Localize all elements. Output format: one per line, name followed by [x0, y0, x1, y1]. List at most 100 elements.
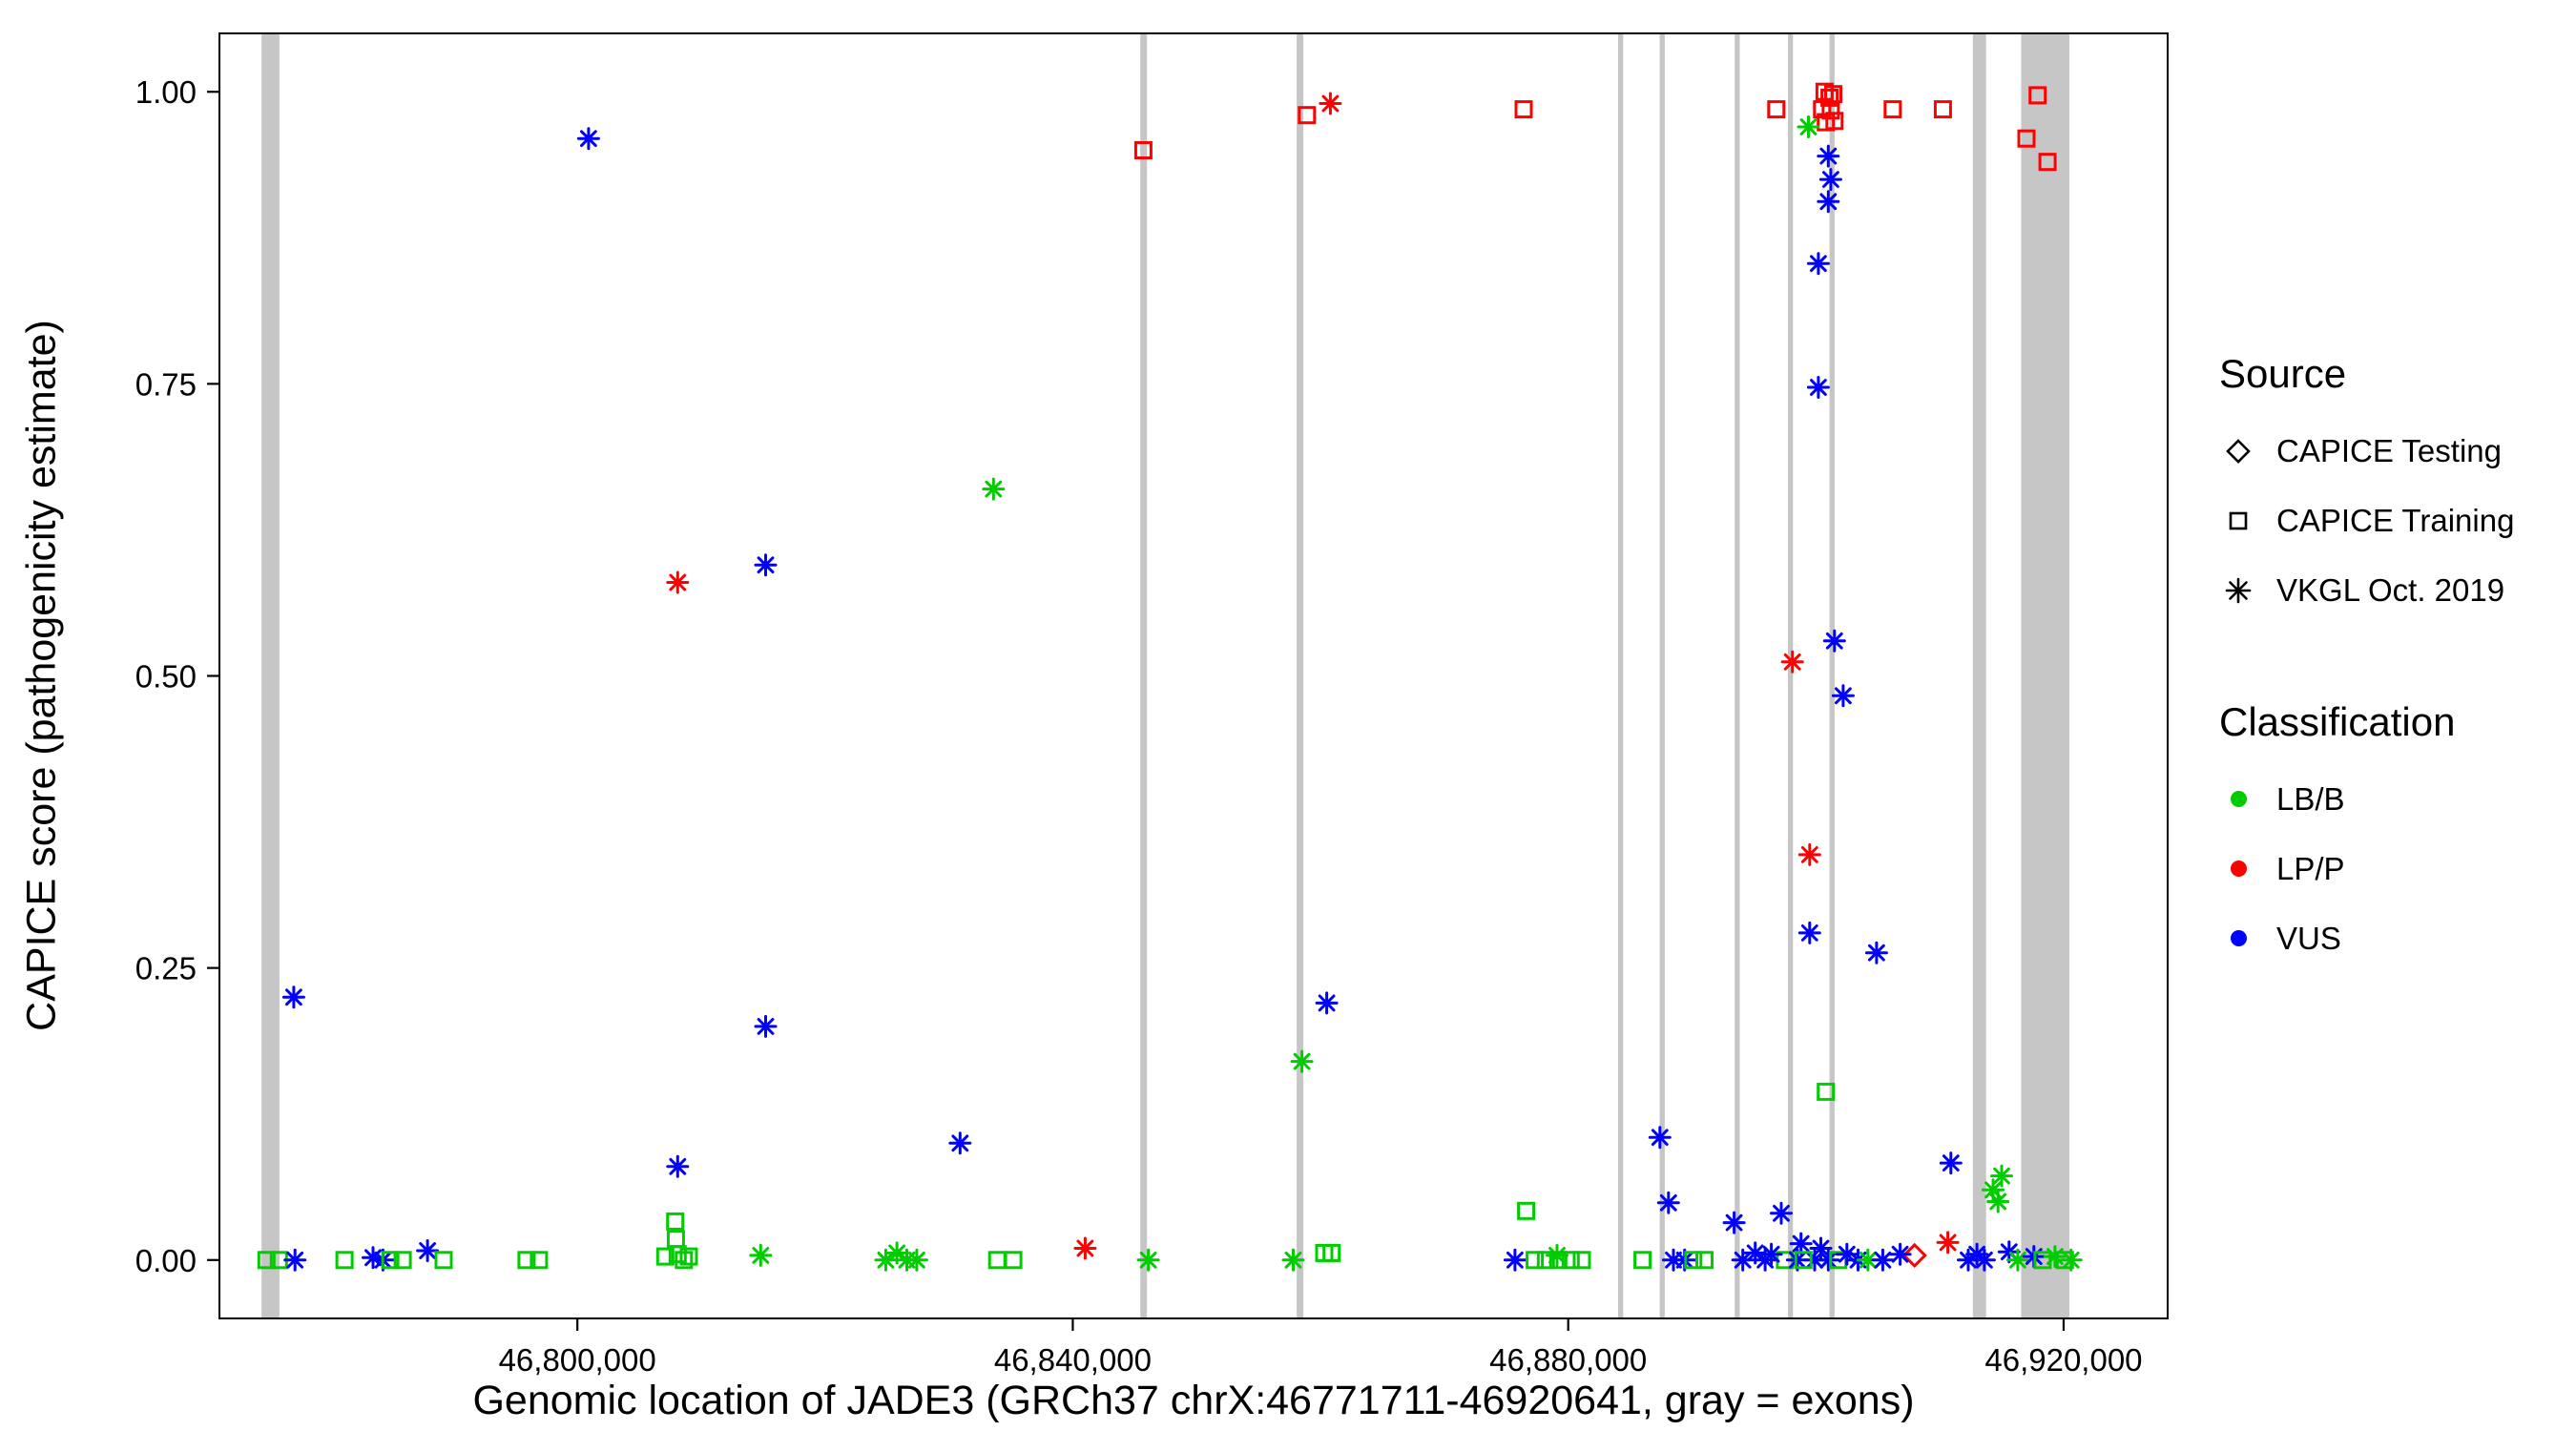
asterisk-stroke [285, 988, 302, 1006]
point-square [1322, 1243, 1341, 1262]
point-square [666, 1230, 685, 1249]
point-square [2017, 129, 2036, 148]
asterisk-stroke [1800, 846, 1818, 863]
asterisk-stroke [1819, 193, 1838, 211]
point-square [1821, 101, 1840, 120]
point-asterisk [1319, 92, 1342, 115]
legend-item-vkgl: VKGL Oct. 2019 [2219, 555, 2514, 625]
point-square [679, 1247, 698, 1266]
point-asterisk [1822, 629, 1846, 653]
legend-item-capice-training: CAPICE Training [2219, 486, 2514, 555]
x-tick-label: 46,920,000 [1984, 1342, 2142, 1378]
point-square [434, 1251, 453, 1270]
point-square [517, 1251, 536, 1270]
exon-band [1297, 33, 1304, 1318]
asterisk-stroke [757, 1018, 775, 1035]
point-asterisk [904, 1248, 928, 1272]
legend-item-label: VKGL Oct. 2019 [2276, 571, 2505, 608]
point-square [1526, 1251, 1545, 1270]
y-tick-label: 0.25 [135, 951, 197, 986]
asterisk-stroke [2000, 1243, 2018, 1261]
point-asterisk [1817, 1248, 1840, 1272]
point-square [1004, 1251, 1023, 1270]
square-icon [2219, 502, 2257, 540]
exon-band [1972, 33, 1986, 1318]
exon-band [1829, 33, 1835, 1318]
panel-border [218, 32, 2169, 1319]
point-asterisk [283, 1248, 307, 1272]
point-asterisk [1503, 1248, 1527, 1272]
point-square [2028, 86, 2047, 105]
point-asterisk [1789, 1232, 1813, 1255]
point-asterisk [1770, 1201, 1793, 1225]
asterisk-stroke [908, 1251, 925, 1269]
exon-band [1618, 33, 1624, 1318]
point-asterisk [1797, 115, 1820, 138]
asterisk-stroke [1800, 924, 1818, 942]
asterisk-stroke [1139, 1251, 1157, 1269]
point-square [257, 1251, 276, 1270]
point-asterisk [948, 1131, 972, 1155]
point-square [1548, 1251, 1568, 1270]
point-square [1825, 112, 1844, 131]
asterisk-stroke [752, 1247, 770, 1264]
point-asterisk [1809, 1236, 1833, 1260]
asterisk-stroke [985, 480, 1003, 498]
lpp-dot-icon [2219, 850, 2257, 888]
point-square [1517, 1201, 1536, 1220]
point-asterisk [1136, 1248, 1160, 1272]
point-asterisk [666, 1154, 690, 1178]
asterisk-stroke [888, 1244, 905, 1262]
point-asterisk [1648, 1126, 1672, 1150]
x-tick-label: 46,840,000 [994, 1342, 1152, 1378]
asterisk-stroke [1989, 1192, 2007, 1211]
point-asterisk [982, 477, 1006, 501]
legend-item-label: VUS [2276, 920, 2341, 956]
asterisk-stroke [1725, 1213, 1743, 1232]
asterisk-stroke [1812, 1239, 1830, 1257]
asterisk-stroke [1792, 1234, 1810, 1253]
legend-item-label: LB/B [2276, 780, 2345, 817]
point-asterisk [2059, 1248, 2083, 1272]
point-square [1561, 1251, 1580, 1270]
asterisk-stroke [1939, 1234, 1957, 1252]
point-square [1572, 1251, 1591, 1270]
asterisk-stroke [1984, 1181, 2002, 1199]
asterisk-stroke [1548, 1247, 1566, 1264]
point-asterisk [1856, 1248, 1880, 1272]
asterisk-stroke [419, 1242, 436, 1259]
point-asterisk [749, 1243, 773, 1267]
point-asterisk [2043, 1245, 2067, 1269]
point-asterisk [1797, 842, 1821, 866]
y-axis-title: CAPICE score (pathogenicity estimate) [18, 320, 65, 1031]
lbb-dot-icon [2219, 780, 2257, 819]
exon-band [1659, 33, 1665, 1318]
asterisk-stroke [1819, 147, 1838, 165]
asterisk-stroke [1321, 94, 1340, 113]
point-asterisk [666, 570, 690, 594]
asterisk-stroke [1799, 118, 1818, 135]
point-asterisk [1281, 1248, 1305, 1272]
asterisk-stroke [877, 1251, 895, 1269]
point-asterisk [1986, 1190, 2010, 1213]
legend-item-lpp: LP/P [2219, 834, 2514, 903]
y-tick-label: 0.50 [135, 659, 197, 695]
asterisk-stroke [757, 556, 775, 574]
exon-band [261, 33, 280, 1318]
x-axis-title: Genomic location of JADE3 (GRCh37 chrX:4… [472, 1378, 1915, 1423]
legend-panel: Source CAPICE Testing CAPICE Training [2219, 351, 2514, 973]
asterisk-stroke [1822, 171, 1839, 188]
y-tick-label: 0.75 [135, 366, 197, 402]
asterisk-stroke [1976, 1251, 1993, 1269]
point-square [1817, 1082, 1836, 1101]
asterisk-stroke [1789, 1251, 1806, 1269]
point-square [393, 1251, 412, 1270]
point-square [1133, 141, 1153, 159]
point-asterisk [1722, 1211, 1746, 1234]
legend-item-vus: VUS [2219, 903, 2514, 973]
asterisk-icon [2219, 571, 2257, 610]
asterisk-stroke [1859, 1251, 1877, 1269]
point-square [655, 1247, 675, 1266]
exon-band [1735, 33, 1740, 1318]
legend-item-label: CAPICE Training [2276, 502, 2515, 538]
